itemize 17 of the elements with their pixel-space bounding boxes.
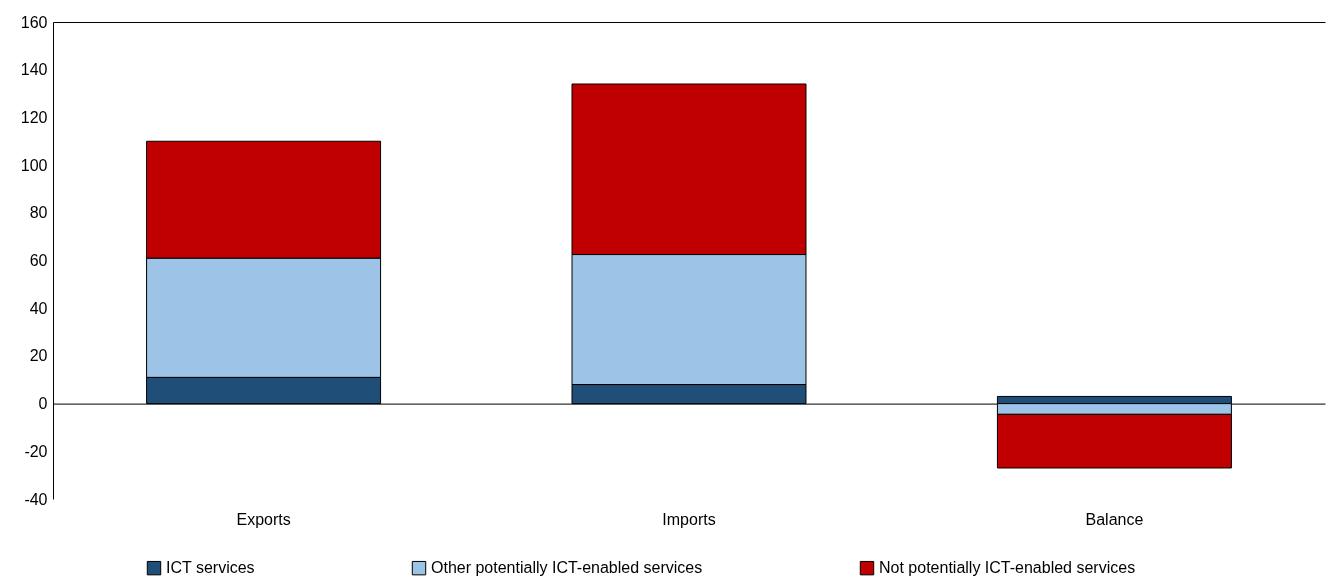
- x-tick-label: Balance: [1085, 510, 1144, 528]
- y-tick-label: -40: [24, 490, 48, 508]
- legend-label: Other potentially ICT-enabled services: [431, 559, 703, 577]
- y-tick-label: 100: [20, 156, 48, 174]
- y-tick-label: 140: [20, 61, 48, 79]
- y-tick-label: 40: [29, 299, 48, 317]
- x-tick-label: Exports: [236, 510, 291, 528]
- y-tick-label: 80: [29, 204, 48, 222]
- y-tick-label: -20: [24, 442, 48, 460]
- y-tick-label: 120: [20, 108, 48, 126]
- x-tick-label: Imports: [662, 510, 716, 528]
- legend-label: Not potentially ICT-enabled services: [879, 559, 1136, 577]
- y-tick-label: 160: [20, 13, 48, 31]
- legend-label: ICT services: [166, 559, 255, 577]
- y-tick-label: 60: [29, 252, 48, 269]
- y-tick-label: 20: [29, 347, 48, 365]
- y-tick-label: 0: [38, 395, 48, 413]
